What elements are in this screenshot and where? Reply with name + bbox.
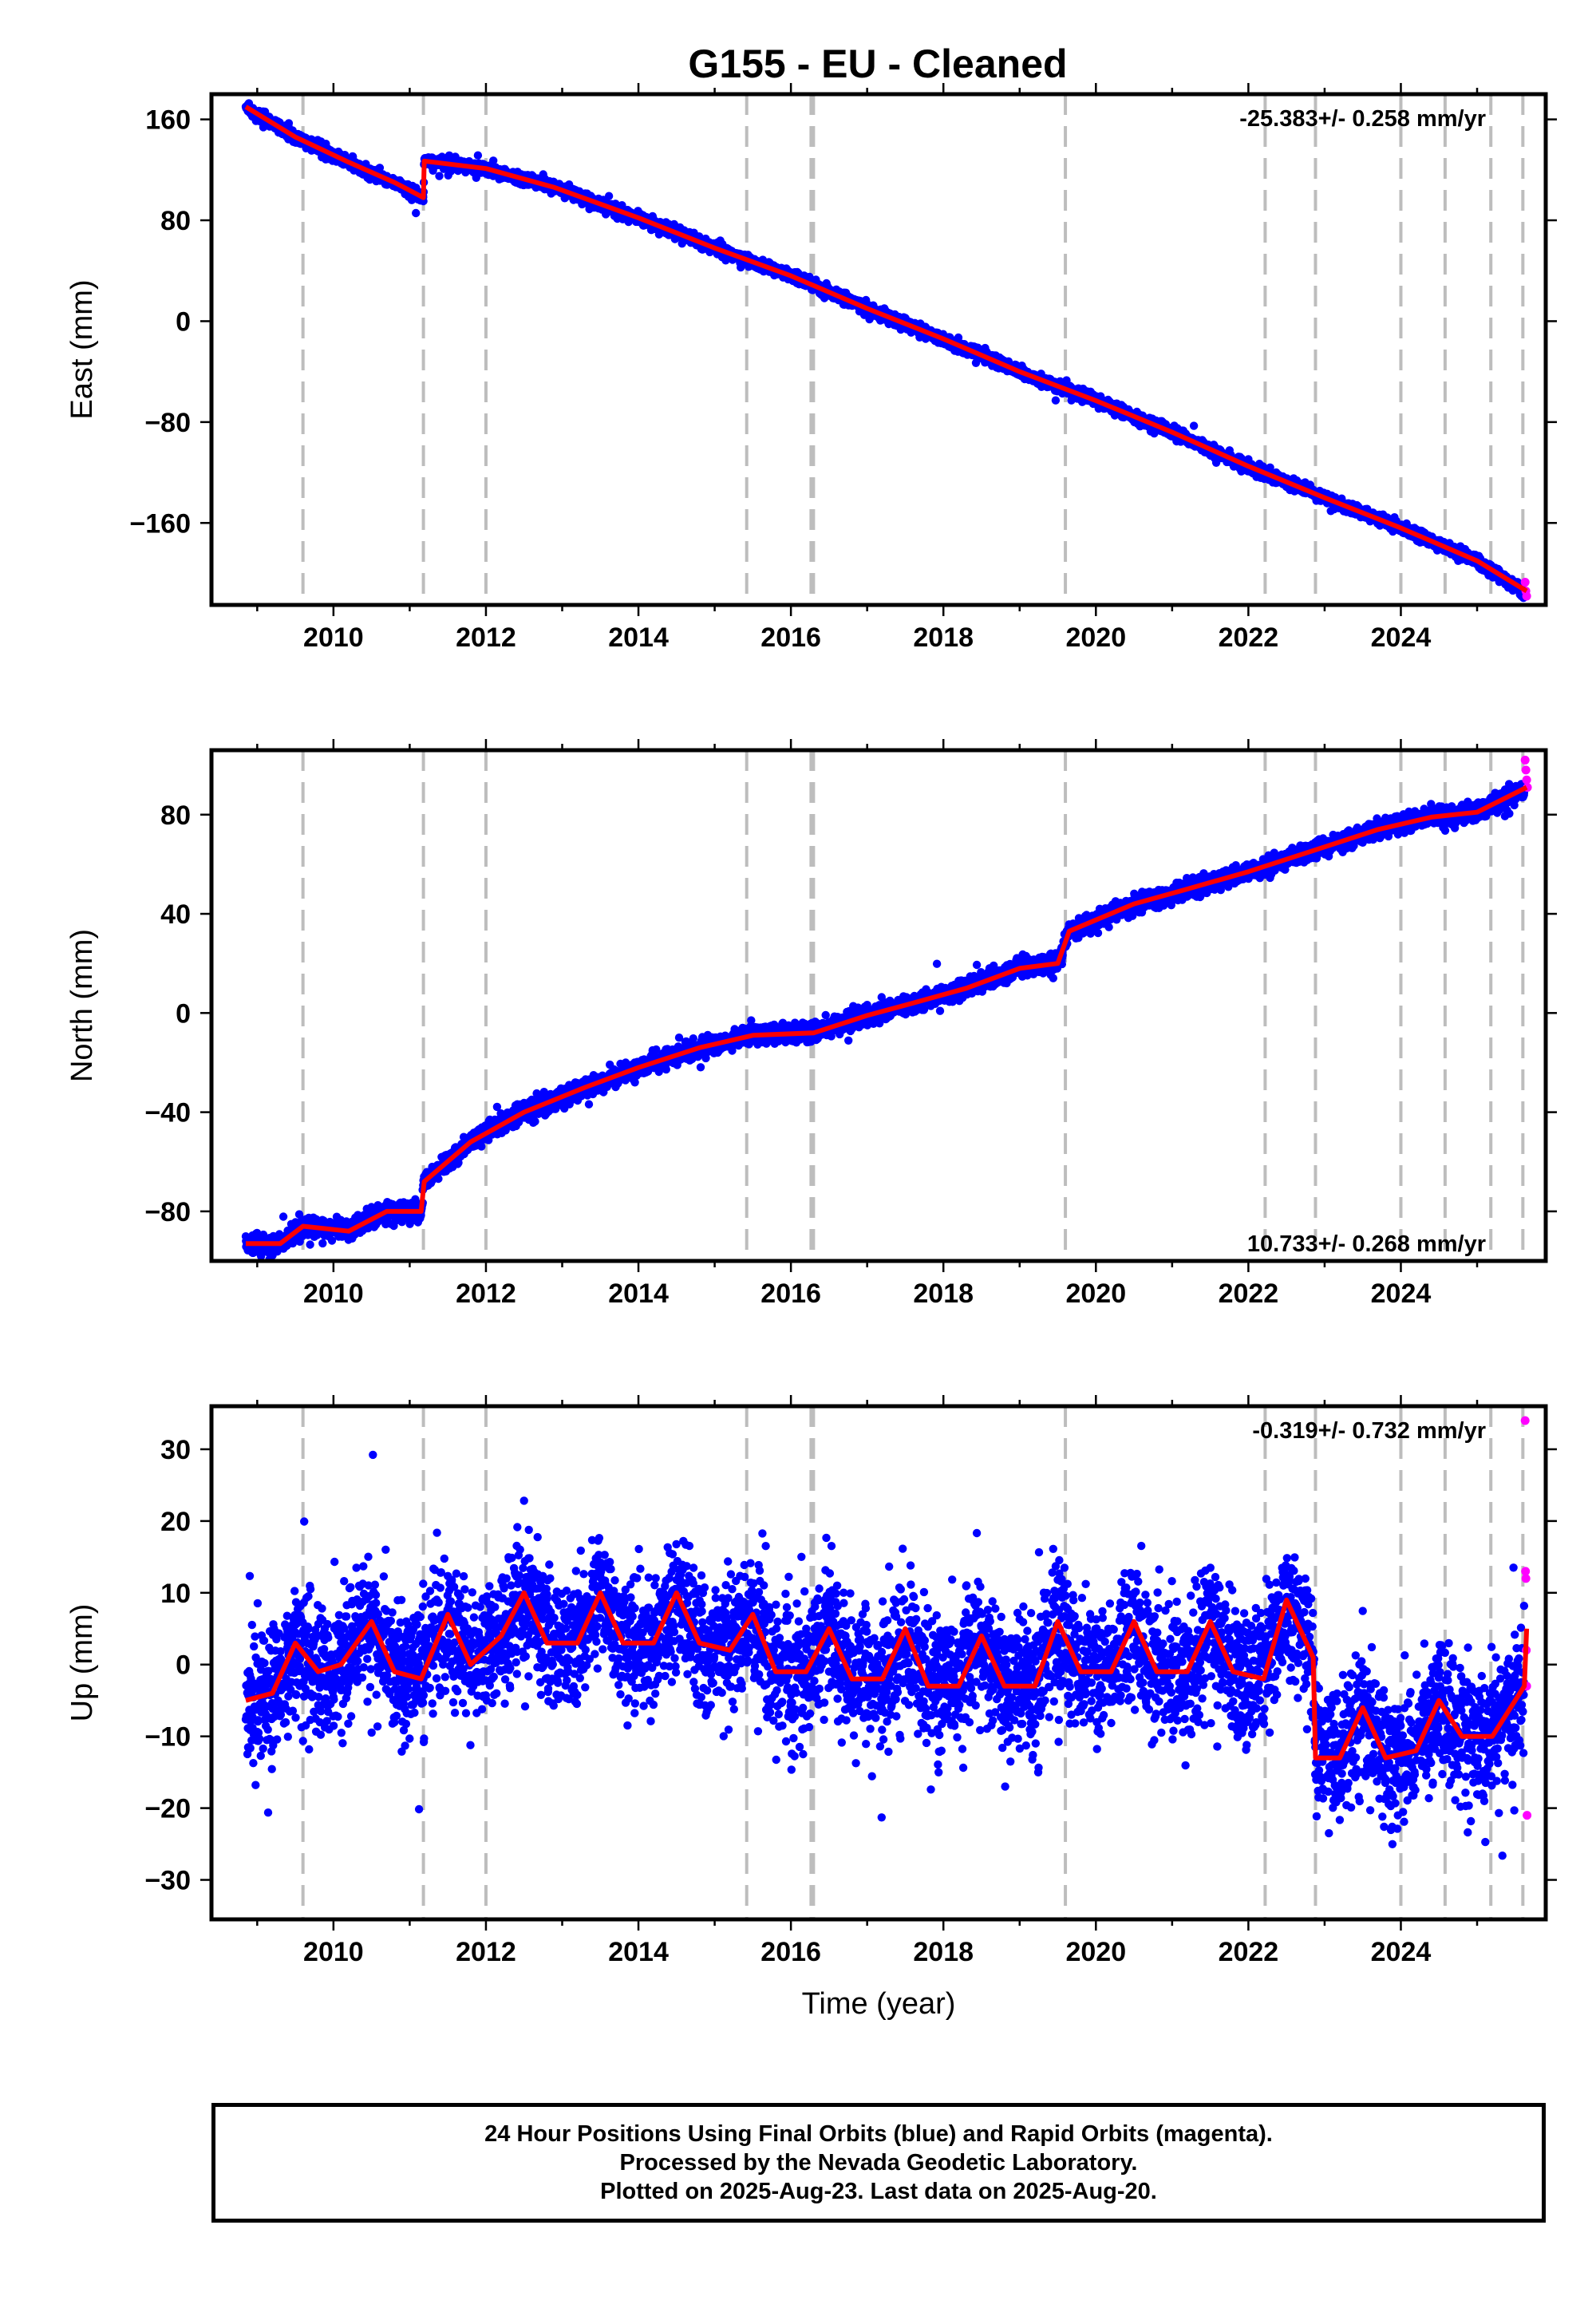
- data-point: [1051, 396, 1061, 405]
- data-point: [284, 119, 294, 128]
- data-point: [489, 156, 498, 165]
- data-point: [1189, 421, 1199, 430]
- plot-area: [241, 99, 1531, 603]
- data-point: [435, 172, 444, 180]
- data-point: [954, 333, 963, 342]
- data-point: [604, 192, 614, 200]
- final-orbit-points: [241, 99, 1528, 603]
- data-point: [412, 208, 421, 218]
- figure-title: G155 - EU - Cleaned: [688, 41, 1067, 86]
- east-panel: 2010 2012 2014 2016 2018 2020 2022 2024160800−8…: [65, 83, 1557, 653]
- data-point: [473, 151, 483, 160]
